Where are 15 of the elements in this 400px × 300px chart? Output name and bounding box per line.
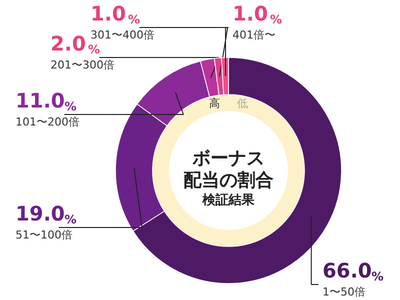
text: 高 [209, 97, 220, 110]
text: 低 [237, 97, 248, 110]
data-label: 19.0% [16, 202, 77, 226]
data-label: 1.0% [232, 2, 282, 26]
data-label: 1.0% [90, 2, 140, 26]
slice-label: 301〜400倍 [90, 28, 154, 42]
text: 検証結果 [202, 192, 256, 208]
data-label: 66.0% [322, 258, 384, 284]
text: ボーナス配当の割合 [184, 148, 274, 191]
slice-label: 51〜100倍 [16, 228, 72, 242]
slice-label: 101〜200倍 [16, 116, 80, 128]
slice-label: 201〜300倍 [50, 58, 114, 72]
slice-label: 401倍〜 [232, 28, 276, 42]
slice-label: 1〜50倍 [322, 286, 366, 298]
data-label: 11.0% [16, 88, 77, 114]
